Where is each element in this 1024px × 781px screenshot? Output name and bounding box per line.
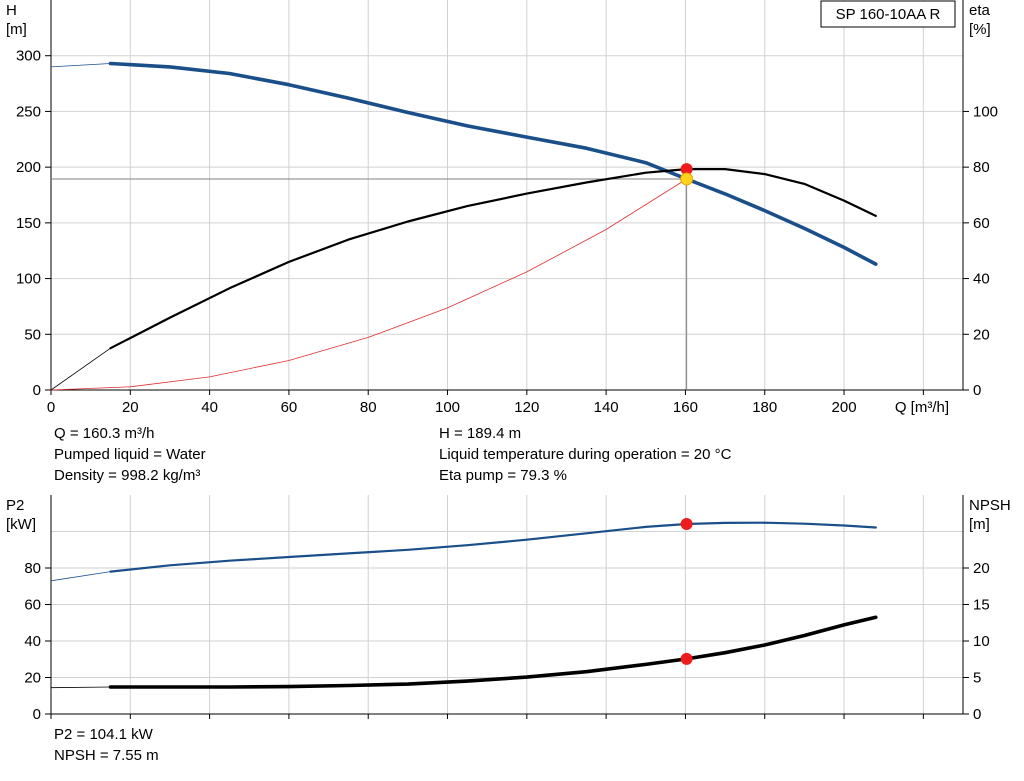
- y-left-tick-label: 40: [24, 633, 41, 650]
- y-left-axis-name: P2: [6, 497, 24, 514]
- y-right-axis-name: eta: [969, 2, 991, 19]
- y-right-axis-name: NPSH: [969, 497, 1011, 514]
- temperature-readout: Liquid temperature during operation = 20…: [439, 446, 732, 463]
- y-right-tick-label: 15: [973, 597, 990, 614]
- y-left-tick-label: 100: [16, 271, 41, 288]
- x-tick-label: 200: [832, 399, 857, 416]
- y-left-tick-label: 80: [24, 560, 41, 577]
- npsh-operating-point: [680, 652, 693, 665]
- power-curve: [109, 521, 877, 573]
- y-right-tick-label: 10: [973, 633, 990, 650]
- y-left-tick-label: 20: [24, 670, 41, 687]
- system-curve: [50, 178, 687, 391]
- head-efficiency-chart: 050100150200250300020406080100H[m]eta[%]…: [6, 0, 998, 416]
- y-right-tick-label: 40: [973, 271, 990, 288]
- extension-line-0: [50, 571, 111, 582]
- title-box: [820, 0, 956, 28]
- y-left-tick-label: 0: [33, 706, 41, 723]
- power-operating-point: [680, 518, 693, 531]
- flow-readout: Q = 160.3 m³/h: [54, 425, 155, 442]
- y-right-tick-label: 5: [973, 670, 981, 687]
- chart-title: SP 160-10AA R: [836, 6, 941, 23]
- extension-line-1: [50, 686, 111, 689]
- x-axis-label: Q [m³/h]: [895, 399, 949, 416]
- liquid-readout: Pumped liquid = Water: [54, 446, 206, 463]
- extension-line-0: [50, 63, 111, 68]
- y-left-axis-name: H: [6, 2, 17, 19]
- x-tick-label: 60: [281, 399, 298, 416]
- x-tick-label: 140: [594, 399, 619, 416]
- y-left-tick-label: 60: [24, 597, 41, 614]
- x-tick-label: 40: [201, 399, 218, 416]
- x-tick-label: 0: [47, 399, 55, 416]
- y-right-tick-label: 0: [973, 382, 981, 399]
- head-operating-point: [680, 172, 694, 186]
- y-right-tick-label: 100: [973, 103, 998, 120]
- y-right-tick-label: 60: [973, 215, 990, 232]
- y-left-tick-label: 0: [33, 382, 41, 399]
- x-tick-label: 100: [435, 399, 460, 416]
- head-curve: [108, 61, 878, 266]
- density-readout: Density = 998.2 kg/m³: [54, 467, 201, 484]
- y-right-axis-unit: [m]: [969, 516, 990, 533]
- head-readout: H = 189.4 m: [439, 425, 522, 442]
- x-tick-label: 180: [752, 399, 777, 416]
- extension-line-1: [50, 347, 111, 391]
- y-left-axis-unit: [m]: [6, 21, 27, 38]
- x-tick-label: 80: [360, 399, 377, 416]
- npsh-readout: NPSH = 7.55 m: [54, 747, 159, 764]
- x-tick-label: 20: [122, 399, 139, 416]
- efficiency-curve: [109, 168, 877, 350]
- power-readout: P2 = 104.1 kW: [54, 726, 153, 743]
- y-left-tick-label: 50: [24, 326, 41, 343]
- npsh-curve: [108, 615, 878, 689]
- eta-operating-point: [680, 163, 693, 176]
- info-right-top: H = 189.4 m Liquid temperature during op…: [439, 423, 731, 486]
- y-left-tick-label: 200: [16, 159, 41, 176]
- info-bottom: P2 = 104.1 kW NPSH = 7.55 m: [54, 724, 159, 766]
- y-right-tick-label: 20: [973, 326, 990, 343]
- power-npsh-chart: 0 20 40 60 80 0 5 10 15 20 P2 [kW] NPSH [m]: [6, 495, 1011, 723]
- y-right-tick-label: 80: [973, 159, 990, 176]
- y-right-tick-label: 0: [973, 706, 981, 723]
- x-tick-label: 160: [673, 399, 698, 416]
- y-left-tick-label: 250: [16, 103, 41, 120]
- y-right-tick-label: 20: [973, 560, 990, 577]
- y-left-tick-label: 300: [16, 48, 41, 65]
- x-tick-label: 120: [514, 399, 539, 416]
- y-left-tick-label: 150: [16, 215, 41, 232]
- y-right-axis-unit: [%]: [969, 21, 991, 38]
- info-left-top: Q = 160.3 m³/h Pumped liquid = Water Den…: [54, 423, 206, 486]
- y-left-axis-unit: [kW]: [6, 516, 36, 533]
- eta-readout: Eta pump = 79.3 %: [439, 467, 567, 484]
